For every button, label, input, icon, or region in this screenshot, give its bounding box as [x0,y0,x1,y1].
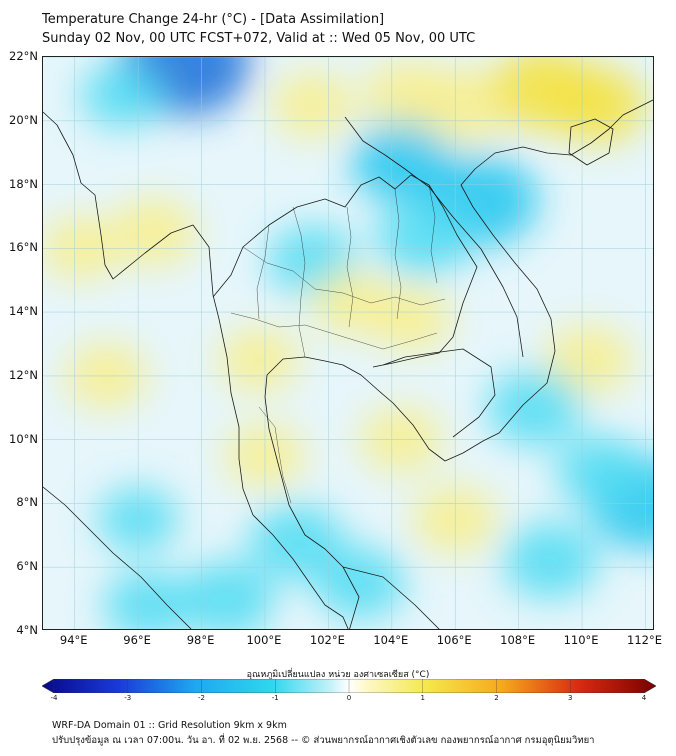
colorbar-tick-label: -4 [50,694,58,702]
lon-label: 102°E [309,633,345,647]
anomaly-patch-11 [111,198,197,267]
anomaly-patch-15 [218,327,299,392]
anomaly-patch-7 [351,122,452,203]
anomaly-patch-1 [81,62,164,129]
colorbar-tick-label: -2 [198,694,205,702]
anomaly-patch-6 [550,66,646,143]
anomaly-patch-2 [271,71,354,138]
anomaly-patch-27 [502,522,598,599]
lon-label: 100°E [246,633,282,647]
temperature-field [43,57,653,629]
lon-label: 104°E [373,633,409,647]
anomaly-patch-29 [103,570,192,629]
update-credit: ปรับปรุงข้อมูล ณ เวลา 07:00น. วัน อา. ที… [52,735,595,746]
lat-label: 6°N [16,559,38,574]
anomaly-patch-9 [376,200,472,277]
gulf-inner-shelf [342,566,440,629]
anomaly-patch-14 [369,285,453,352]
map-title: Temperature Change 24-hr (°C) - [Data As… [42,12,385,27]
cambodia-border [382,348,496,438]
thai-border [212,174,478,368]
colorbar-tick-label: 1 [420,694,425,702]
colorbar-tick-label: 4 [641,694,647,702]
lat-label: 22°N [9,49,38,63]
lao-vietnam-border [344,116,524,358]
lat-label: 12°N [9,367,38,382]
graticule [43,57,653,629]
forecast-validity-subtitle: Sunday 02 Nov, 00 UTC FCST+072, Valid at… [42,31,476,46]
model-info: WRF-DA Domain 01 :: Grid Resolution 9km … [52,720,287,731]
lat-label: 4°N [16,623,38,637]
colorbar-tick-label: -1 [271,694,279,702]
anomaly-patch-17 [544,324,633,395]
lon-label: 110°E [563,633,599,647]
colorbar-tick-label: 2 [494,694,499,702]
lat-label: 20°N [9,112,38,127]
hainan-island [568,118,614,166]
lon-label: 96°E [123,633,151,647]
anomaly-patch-4 [418,67,511,142]
anomaly-patch-18 [487,369,583,446]
lon-label: 98°E [186,633,215,647]
sumatra-coast [43,486,192,629]
colorbar [42,679,656,693]
lon-label: 106°E [436,633,472,647]
anomaly-patch-28 [556,435,647,508]
lon-label: 94°E [59,633,88,647]
colorbar-tick-label: 3 [568,694,573,702]
mainland-coastline [43,111,349,629]
anomaly-patch-26 [315,547,406,620]
lat-label: 8°N [16,495,38,510]
coastlines-and-borders [43,99,653,629]
anomaly-patch-23 [249,503,345,580]
colorbar-tick-label: 0 [346,694,352,702]
lat-label: 10°N [9,431,38,446]
colorbar-label: อุณหภูมิเปลี่ยนแปลง หน่วย องศาเซลเซียส (… [246,670,430,680]
temperature-change-map [42,56,654,630]
lon-label: 112°E [627,633,662,647]
lat-label: 16°N [9,240,38,255]
province-boundaries [230,184,446,504]
lat-label: 14°N [9,304,38,319]
lat-label: 18°N [9,176,38,191]
lon-label: 108°E [500,633,536,647]
colorbar-tick-label: -3 [124,694,132,702]
anomaly-patch-25 [179,561,275,629]
gulf-coastline [264,99,653,629]
